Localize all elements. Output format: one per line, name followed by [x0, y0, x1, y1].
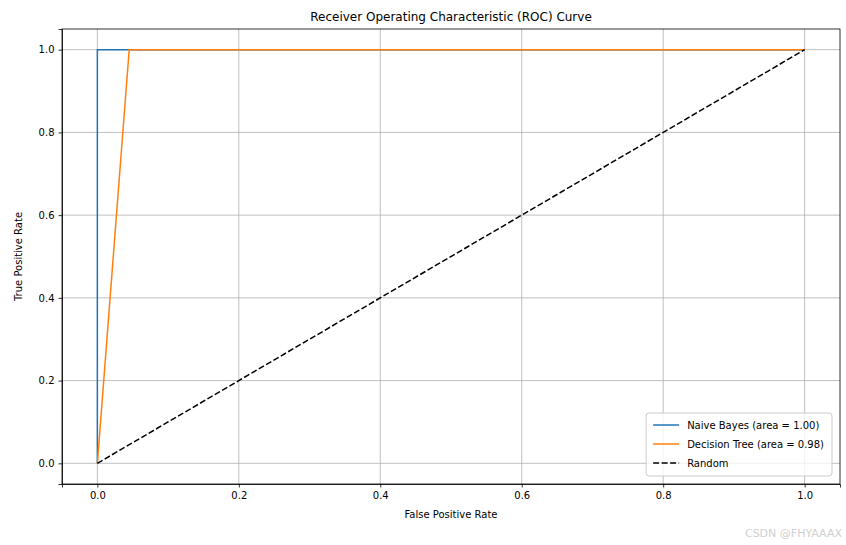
grid-line	[521, 29, 522, 484]
tick-mark	[59, 215, 63, 216]
tick-mark	[59, 50, 63, 51]
watermark: CSDN @FHYAAAX	[745, 527, 843, 540]
tick-label: 1.0	[39, 44, 55, 55]
tick-label: 0.2	[231, 490, 247, 501]
tick: 0.6	[39, 210, 62, 221]
tick: 0.2	[231, 484, 247, 501]
axis-line	[63, 485, 841, 488]
lines	[97, 50, 804, 464]
tick-label: 0.4	[39, 293, 55, 304]
tick-label: 0.4	[373, 490, 389, 501]
tick: 0.6	[514, 484, 530, 501]
legend-label: Decision Tree (area = 0.98)	[687, 439, 824, 450]
tick-label: 1.0	[797, 490, 813, 501]
tick-label: 0.2	[39, 375, 55, 386]
x-label: False Positive Rate	[405, 509, 498, 520]
tick-label: 0.0	[90, 490, 106, 501]
tick: 1.0	[39, 44, 62, 55]
tick-label: 0.8	[656, 490, 672, 501]
series-line	[97, 50, 804, 464]
tick-mark	[239, 484, 240, 488]
chart: 0.0 0.2 0.4 0.6 0.8 1.0 0.0 0.2 0.4 0.6 0.8 1.0 Naiv…	[0, 0, 846, 545]
tick-label: 0.6	[514, 490, 530, 501]
tick-mark	[522, 484, 523, 488]
tick-mark	[59, 132, 63, 133]
tick: 0.0	[39, 458, 62, 469]
legend-swatch	[653, 462, 679, 464]
y-label: True Positive Rate	[13, 212, 24, 302]
tick-mark	[59, 381, 63, 382]
tick: 0.0	[90, 484, 106, 501]
tick-mark	[59, 298, 63, 299]
x-axis: 0.0 0.2 0.4 0.6 0.8 1.0	[63, 484, 841, 501]
grid-line	[62, 297, 840, 298]
tick: 0.8	[656, 484, 672, 501]
grid-line	[62, 132, 840, 133]
legend-label: Random	[687, 458, 728, 469]
tick-label: 0.8	[39, 127, 55, 138]
legend-swatch	[653, 443, 679, 445]
tick-mark	[97, 484, 98, 488]
grid-line	[62, 215, 840, 216]
tick: 0.4	[373, 484, 389, 501]
legend-label: Naive Bayes (area = 1.00)	[687, 420, 819, 431]
frame	[62, 29, 840, 484]
tick-mark	[663, 484, 664, 488]
tick-mark	[59, 463, 63, 464]
legend-box	[646, 413, 832, 476]
series-line	[97, 50, 804, 464]
tick: 0.2	[39, 375, 62, 386]
grid	[62, 29, 840, 484]
grid-line	[238, 29, 239, 484]
grid-line	[380, 29, 381, 484]
tick: 0.8	[39, 127, 62, 138]
legend-swatch	[653, 424, 679, 426]
series-line	[97, 50, 804, 464]
plot: 0.0 0.2 0.4 0.6 0.8 1.0 0.0 0.2 0.4 0.6 0.8 1.0 Naiv…	[39, 29, 841, 501]
tick-mark	[380, 484, 381, 488]
tick-label: 0.6	[39, 210, 55, 221]
tick-mark	[805, 484, 806, 488]
legend: Naive Bayes (area = 1.00) Decision Tree (…	[646, 413, 832, 476]
tick: 1.0	[797, 484, 813, 501]
grid-line	[62, 380, 840, 381]
tick: 0.4	[39, 293, 62, 304]
y-axis: 0.0 0.2 0.4 0.6 0.8 1.0	[39, 30, 63, 485]
title: Receiver Operating Characteristic (ROC) …	[310, 10, 592, 24]
tick-label: 0.0	[39, 458, 55, 469]
